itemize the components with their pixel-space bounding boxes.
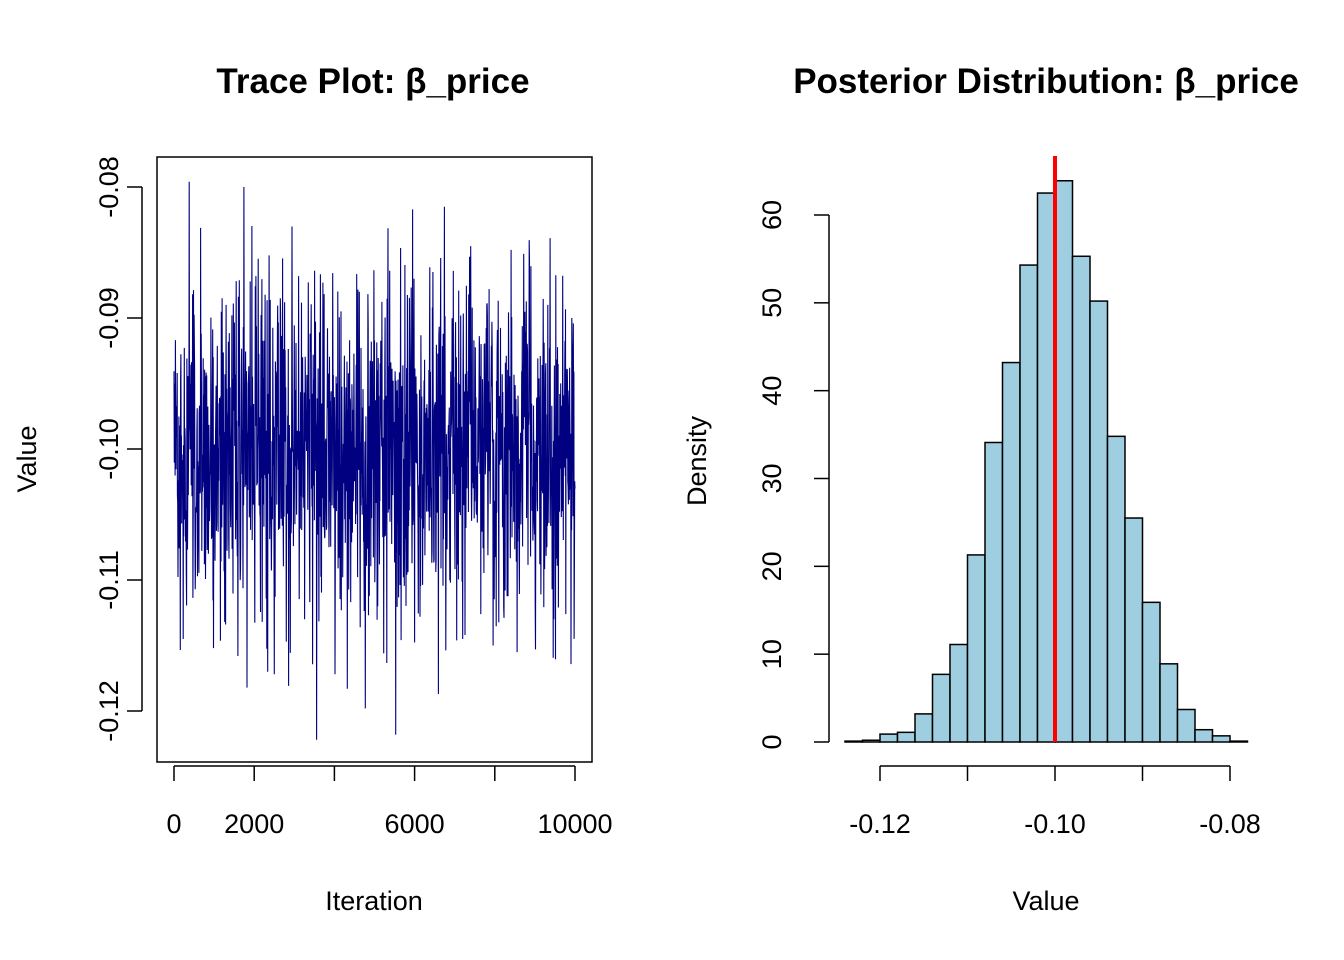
histogram-x-tick-label: -0.08	[1199, 809, 1261, 839]
trace-x-tick-label: 10000	[537, 809, 612, 839]
histogram-bar	[1071, 255, 1091, 743]
histogram-bar	[1141, 601, 1161, 743]
histogram-y-tick-label: 60	[757, 200, 787, 230]
histogram-x-axis-label: Value	[1012, 886, 1079, 916]
histogram-x-tick-label: -0.12	[849, 809, 911, 839]
trace-y-axis-label: Value	[12, 425, 42, 492]
histogram-bar	[879, 733, 899, 743]
histogram-bar	[1089, 300, 1109, 743]
histogram-y-axis-label: Density	[682, 415, 712, 506]
histogram-bar	[1036, 192, 1056, 743]
posterior-histogram-panel: Posterior Distribution: β_price -0.12 -0.…	[682, 62, 1299, 916]
histogram-y-tick-label: 30	[757, 463, 787, 493]
histogram-bar	[914, 713, 934, 743]
trace-line	[173, 181, 576, 740]
histogram-x-axis: -0.12 -0.10 -0.08	[849, 765, 1261, 839]
trace-x-tick-label: 2000	[224, 809, 284, 839]
histogram-bar	[984, 441, 1004, 743]
histogram-bar	[1176, 708, 1196, 743]
histogram-y-tick-label: 40	[757, 376, 787, 406]
histogram-bar	[931, 673, 951, 743]
histogram-y-axis: 0 10 20 30 40 50 60	[757, 200, 830, 750]
histogram-bar	[1054, 179, 1074, 743]
histogram-bar	[1211, 735, 1231, 743]
trace-x-tick-label: 0	[166, 809, 181, 839]
trace-x-axis: 0 2000 6000 10000	[166, 765, 613, 839]
histogram-bar	[1124, 517, 1144, 743]
histogram-bar	[896, 731, 916, 743]
histogram-bar	[1001, 361, 1021, 743]
trace-y-tick-label: -0.11	[94, 550, 124, 610]
trace-y-axis: -0.12 -0.11 -0.10 -0.09 -0.08	[94, 156, 143, 742]
histogram-bar	[844, 740, 864, 743]
posterior-histogram-title: Posterior Distribution: β_price	[793, 62, 1299, 101]
histogram-bar	[1194, 728, 1214, 743]
trace-line-layer	[173, 181, 576, 740]
trace-plot-box	[156, 156, 593, 763]
trace-y-tick-label: -0.10	[94, 418, 124, 480]
trace-plot-panel: Trace Plot: β_price 0 2000 6000 10000 -0.12…	[12, 62, 613, 916]
histogram-bar	[1159, 663, 1179, 743]
histogram-y-tick-label: 0	[757, 734, 787, 749]
histogram-y-tick-label: 10	[757, 639, 787, 669]
trace-y-tick-label: -0.08	[94, 156, 124, 218]
trace-y-tick-label: -0.12	[94, 680, 124, 742]
histogram-x-tick-label: -0.10	[1024, 809, 1086, 839]
histogram-y-tick-label: 50	[757, 288, 787, 318]
trace-x-tick-label: 6000	[385, 809, 445, 839]
histogram-bar	[1106, 435, 1126, 743]
histogram-bar	[966, 554, 986, 743]
histogram-bar-layer	[844, 179, 1249, 743]
trace-plot-title: Trace Plot: β_price	[216, 62, 529, 101]
trace-y-tick-label: -0.09	[94, 287, 124, 349]
histogram-bar	[1229, 740, 1249, 743]
histogram-y-tick-label: 20	[757, 551, 787, 581]
trace-x-axis-label: Iteration	[325, 886, 423, 916]
histogram-bar	[949, 643, 969, 743]
histogram-bar	[1019, 264, 1039, 743]
histogram-bar	[861, 739, 881, 743]
